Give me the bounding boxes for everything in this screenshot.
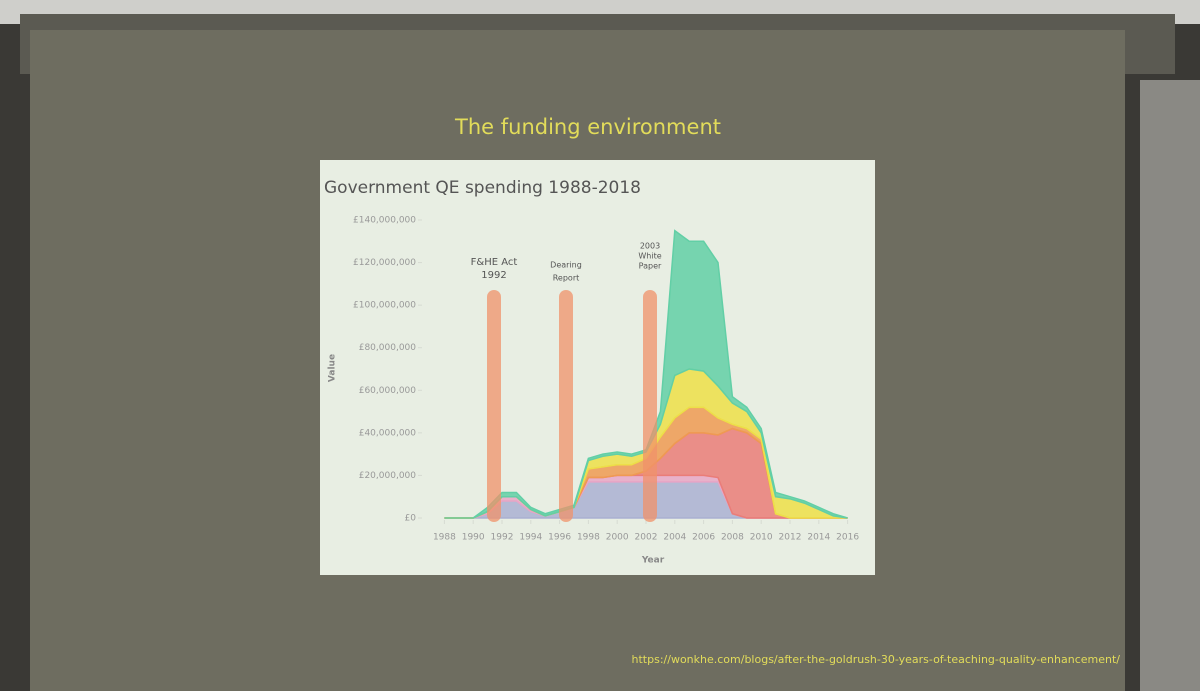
annotation-bar [643,290,657,522]
y-tick-label: £40,000,000 [359,428,417,438]
source-url: https://wonkhe.com/blogs/after-the-goldr… [632,653,1121,666]
y-tick-label: £60,000,000 [359,386,417,396]
y-tick-label: £140,000,000 [353,216,416,226]
x-tick-label: 2006 [692,533,715,543]
x-tick-label: 2000 [606,533,629,543]
chart-title: Government QE spending 1988-2018 [324,178,641,198]
x-tick-label: 2012 [779,533,802,543]
slide-title: The funding environment [454,115,721,139]
x-tick-label: 1998 [577,533,600,543]
annotation-text: F&HE Act [471,257,518,268]
y-tick-label: £20,000,000 [359,471,417,481]
x-tick-label: 2004 [663,533,686,543]
wall-right [1140,80,1200,691]
annotation-text: Paper [639,262,662,271]
annotation-text: Dearing [550,261,582,270]
x-tick-label: 2002 [635,533,658,543]
y-axis-title: Value [328,354,338,382]
x-tick-label: 2008 [721,533,744,543]
annotation-text: 1992 [481,270,506,281]
x-tick-label: 1988 [433,533,456,543]
area [444,229,848,519]
x-tick-label: 2010 [750,533,773,543]
y-tick-label: £80,000,000 [359,343,417,353]
y-tick-label: £120,000,000 [353,258,416,268]
plot: £0 £20,000,000 £40,000,000 £60,000,000 £80,0… [353,216,859,543]
annotation-bar [487,290,501,522]
annotation-text: White [638,252,661,261]
x-tick-label: 2014 [807,533,830,543]
x-tick-label: 1994 [519,533,542,543]
x-axis-title: Year [641,556,665,566]
y-tick-label: £0 [405,514,417,524]
y-tick-label: £100,000,000 [353,301,416,311]
annotation-text: Report [553,274,580,283]
x-tick-label: 1992 [491,533,514,543]
annotation-text: 2003 [640,242,660,251]
annotation-bar [559,290,573,522]
x-tick-label: 1996 [548,533,571,543]
x-tick-label: 2016 [836,533,859,543]
x-tick-label: 1990 [462,533,485,543]
